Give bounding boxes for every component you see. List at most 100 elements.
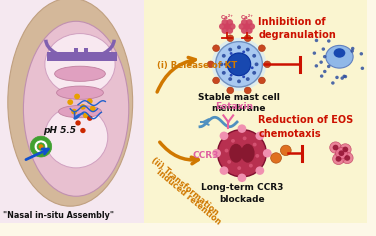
Circle shape: [220, 132, 228, 140]
Circle shape: [255, 154, 259, 158]
Circle shape: [75, 120, 81, 126]
Bar: [0, 0, 144, 223]
Ellipse shape: [55, 66, 105, 81]
Text: CCR3: CCR3: [193, 151, 219, 160]
Text: Stable mast cell
membrane: Stable mast cell membrane: [198, 93, 280, 114]
Circle shape: [87, 116, 92, 121]
Circle shape: [80, 104, 86, 110]
Circle shape: [222, 71, 226, 75]
Circle shape: [222, 54, 226, 58]
Circle shape: [230, 74, 233, 76]
Circle shape: [323, 55, 326, 58]
Circle shape: [227, 160, 231, 164]
Circle shape: [243, 136, 247, 140]
Circle shape: [83, 113, 89, 118]
Circle shape: [207, 61, 214, 68]
Circle shape: [242, 51, 245, 53]
Circle shape: [246, 19, 253, 26]
Circle shape: [251, 66, 254, 69]
Circle shape: [327, 39, 331, 43]
Circle shape: [212, 38, 266, 91]
Circle shape: [335, 76, 339, 79]
Circle shape: [248, 23, 255, 30]
Circle shape: [258, 45, 265, 51]
Circle shape: [30, 136, 52, 157]
Circle shape: [238, 173, 246, 182]
Circle shape: [341, 152, 353, 164]
Circle shape: [228, 48, 232, 51]
Text: (i) Release of KT: (i) Release of KT: [157, 61, 237, 70]
Circle shape: [34, 140, 48, 153]
Circle shape: [212, 149, 221, 157]
Circle shape: [333, 153, 344, 164]
Circle shape: [226, 19, 233, 26]
Circle shape: [315, 64, 318, 67]
Circle shape: [237, 166, 241, 170]
Circle shape: [39, 145, 42, 148]
Circle shape: [361, 67, 364, 70]
Circle shape: [237, 80, 241, 83]
Ellipse shape: [45, 34, 115, 95]
Circle shape: [218, 130, 266, 177]
Circle shape: [255, 166, 264, 175]
Circle shape: [220, 63, 223, 66]
Text: Ca²⁺: Ca²⁺: [221, 15, 234, 20]
Bar: [47, 52, 117, 61]
Circle shape: [243, 23, 250, 30]
Circle shape: [224, 149, 229, 152]
Ellipse shape: [8, 0, 133, 206]
Ellipse shape: [44, 106, 108, 168]
Circle shape: [38, 144, 43, 149]
Ellipse shape: [59, 105, 102, 118]
Circle shape: [244, 87, 251, 94]
Text: (ii) Transformation: (ii) Transformation: [149, 156, 220, 217]
Circle shape: [238, 23, 245, 30]
Circle shape: [87, 98, 92, 104]
Circle shape: [242, 75, 245, 78]
Circle shape: [340, 76, 344, 80]
Circle shape: [330, 142, 341, 153]
Circle shape: [319, 60, 323, 64]
Circle shape: [229, 23, 236, 30]
Text: Reduction of EOS
chemotaxis: Reduction of EOS chemotaxis: [258, 115, 354, 139]
Ellipse shape: [56, 86, 103, 99]
Circle shape: [244, 35, 251, 42]
Circle shape: [343, 147, 348, 152]
Circle shape: [255, 63, 258, 66]
Circle shape: [80, 128, 86, 133]
Circle shape: [227, 87, 233, 94]
Circle shape: [255, 132, 264, 140]
Circle shape: [312, 51, 316, 55]
Circle shape: [323, 70, 326, 73]
Circle shape: [224, 63, 227, 66]
Circle shape: [231, 139, 235, 143]
Ellipse shape: [241, 144, 255, 163]
Circle shape: [359, 52, 363, 55]
Circle shape: [333, 145, 338, 150]
Circle shape: [327, 65, 331, 68]
Circle shape: [264, 61, 271, 68]
Circle shape: [246, 27, 253, 34]
Circle shape: [221, 27, 228, 34]
Circle shape: [252, 54, 256, 58]
Ellipse shape: [334, 48, 345, 58]
Circle shape: [213, 77, 220, 84]
Text: pH 5.5: pH 5.5: [43, 126, 76, 135]
Circle shape: [315, 39, 318, 42]
Circle shape: [213, 45, 220, 51]
Circle shape: [215, 42, 262, 87]
Ellipse shape: [229, 144, 243, 163]
Circle shape: [226, 27, 233, 34]
Circle shape: [280, 145, 291, 156]
Circle shape: [227, 35, 233, 42]
Text: Eotaxin: Eotaxin: [215, 102, 253, 111]
Circle shape: [224, 23, 231, 30]
Circle shape: [340, 144, 351, 155]
Circle shape: [321, 47, 325, 51]
Circle shape: [253, 143, 257, 146]
Text: Long-term CCR3
blockade: Long-term CCR3 blockade: [201, 183, 283, 204]
Circle shape: [227, 53, 251, 76]
Circle shape: [252, 71, 256, 75]
Circle shape: [90, 106, 96, 112]
Ellipse shape: [23, 21, 129, 196]
